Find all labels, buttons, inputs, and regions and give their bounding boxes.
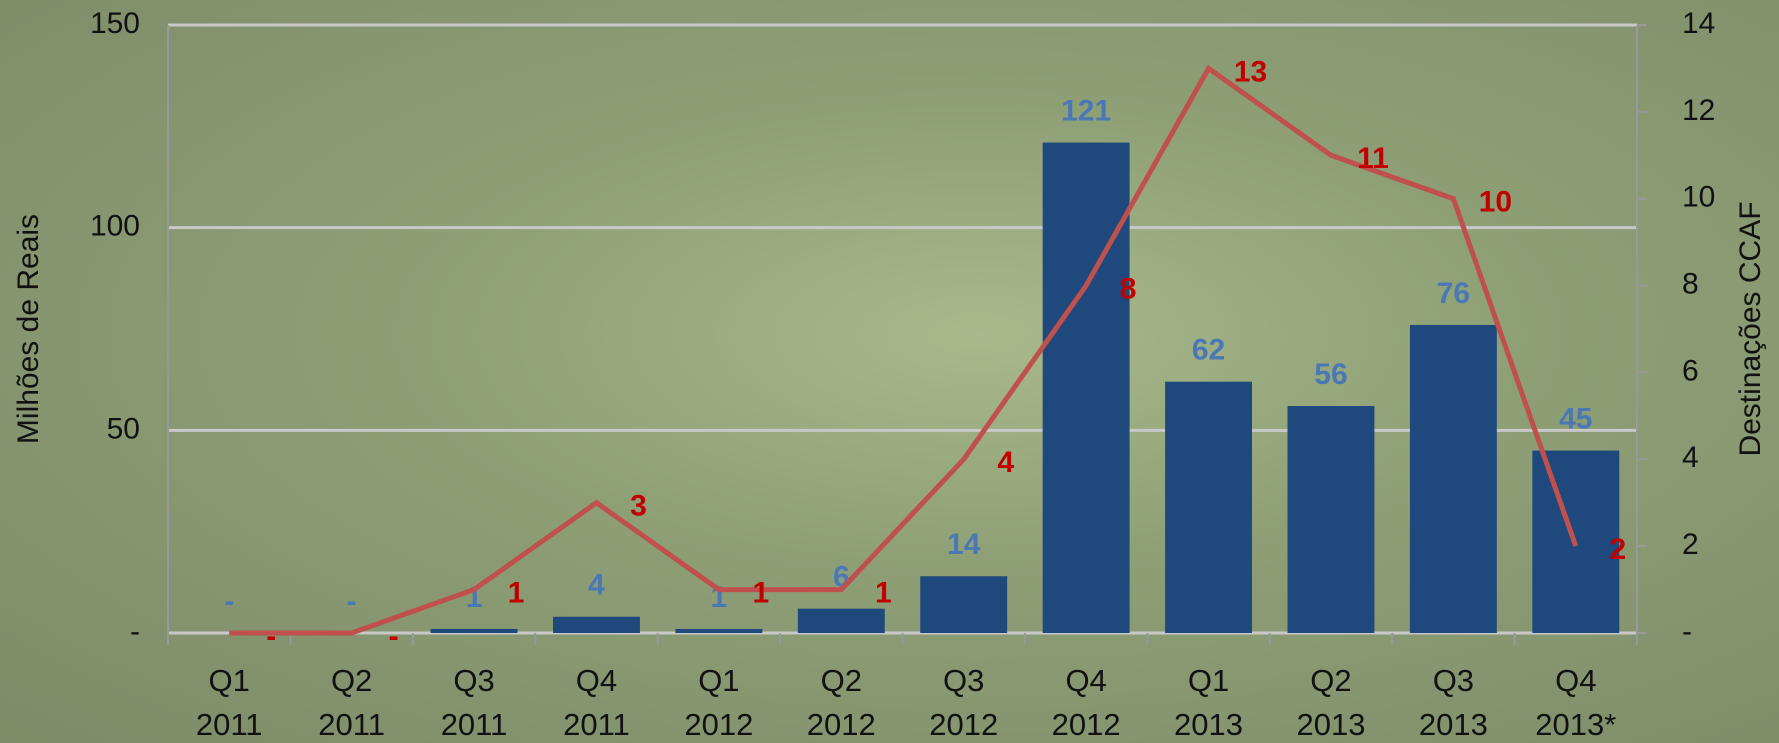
bar-value-label: 4 [588,569,605,602]
y2-tick-label: 10 [1682,181,1715,214]
x-tick-label: Q1 2012 [659,659,779,743]
y-axis-title: Milhões de Reais [12,214,45,444]
bar [431,629,518,633]
line-value-label: - [389,620,399,653]
x-tick-label: Q2 2013 [1271,659,1391,743]
x-tick-label: Q2 2011 [292,659,412,743]
bar [1165,382,1252,633]
y2-tick-label: 6 [1682,354,1699,387]
y2-tick-label: - [1682,615,1692,648]
line-value-label: 2 [1609,533,1626,566]
bar-value-label: - [347,585,357,618]
y-tick-label: 100 [90,210,140,243]
line-value-label: - [266,620,276,653]
line-value-label: 1 [875,576,892,609]
y2-tick-label: 4 [1682,441,1699,474]
bar-value-label: 62 [1192,334,1225,367]
x-tick-label: Q3 2011 [414,659,534,743]
y-tick-label: 150 [90,7,140,40]
bar [1288,406,1375,633]
x-tick-label: Q1 2011 [169,659,289,743]
chart: Milhões de Reais Destinações CCAF - 50 100… [0,0,1779,743]
bar-value-label: - [224,585,234,618]
y2-tick-label: 8 [1682,267,1699,300]
x-tick-label: Q3 2013 [1393,659,1513,743]
x-tick-label: Q4 2011 [536,659,656,743]
line-value-label: 1 [753,576,770,609]
line-value-label: 10 [1479,186,1512,219]
bar [1410,325,1497,633]
line-value-label: 1 [508,576,525,609]
line-value-label: 11 [1357,142,1389,175]
bar [798,609,885,633]
x-tick-label: Q4 2012 [1026,659,1146,743]
x-tick-label: Q1 2013 [1149,659,1269,743]
bar-value-label: 45 [1559,403,1592,436]
bar-value-label: 121 [1061,94,1111,127]
line-value-label: 13 [1234,55,1267,88]
y-tick-label: 50 [107,412,140,445]
line-value-label: 3 [630,490,647,523]
x-tick-label: Q2 2012 [781,659,901,743]
x-tick-label: Q4 2013* [1516,659,1636,743]
bar [920,576,1007,633]
bar-value-label: 14 [947,528,981,561]
line-value-label: 4 [997,446,1014,479]
y2-axis-title: Destinações CCAF [1734,201,1767,456]
bar-value-label: 56 [1314,358,1347,391]
bar [553,617,640,633]
page: Milhões de Reais Destinações CCAF - 50 100… [0,0,1779,743]
y2-tick-label: 12 [1682,94,1715,127]
y2-tick-label: 14 [1682,7,1715,40]
bar-value-label: 76 [1437,277,1470,310]
x-tick-label: Q3 2012 [904,659,1024,743]
bar [675,629,762,633]
y2-tick-label: 2 [1682,528,1699,561]
line-value-label: 8 [1120,272,1137,305]
bar [1043,143,1130,633]
y-tick-label: - [130,615,140,648]
